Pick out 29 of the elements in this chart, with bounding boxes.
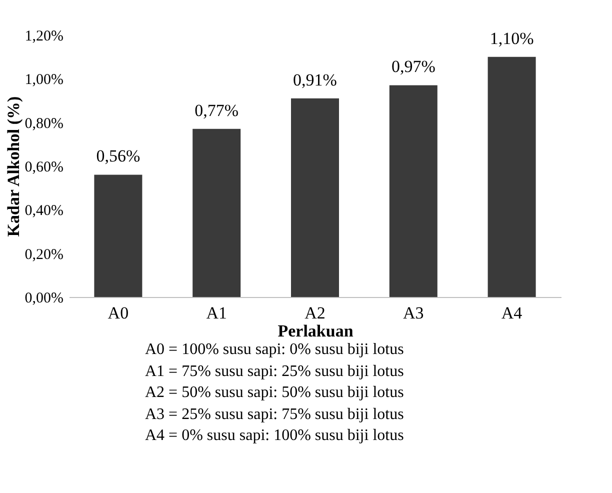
y-axis-title: Kadar Alkohol (%) xyxy=(4,96,23,237)
y-tick-label: 1,00% xyxy=(24,72,64,88)
y-tick-label: 0,60% xyxy=(24,160,64,176)
text: A4 = 0% susu sapi: 100% susu biji lotus xyxy=(145,426,405,446)
x-axis-title: Perlakuan xyxy=(278,322,354,340)
data-label: 1,10% xyxy=(490,28,534,48)
bar xyxy=(192,128,241,297)
y-tick-label: 0,20% xyxy=(24,246,64,263)
text: A1 = 75% susu sapi: 25% susu biji lotus xyxy=(145,362,405,382)
y-tick-label: 0,00% xyxy=(24,290,64,306)
data-label: 0,91% xyxy=(293,70,337,90)
data-label: 0,56% xyxy=(96,146,140,166)
text: A2 = 50% susu sapi: 50% susu biji lotus xyxy=(145,383,405,403)
x-tick-label: A0 xyxy=(108,304,129,322)
x-tick-label: A4 xyxy=(501,304,523,322)
x-tick-label: A2 xyxy=(304,304,326,322)
y-tick-label: 1,20% xyxy=(24,28,64,44)
bar xyxy=(488,56,536,297)
bar xyxy=(389,85,438,297)
x-tick-label: A3 xyxy=(403,304,424,322)
bar xyxy=(291,98,339,297)
y-tick-label: 0,40% xyxy=(24,203,64,220)
data-label: 0,77% xyxy=(194,100,239,120)
bar xyxy=(94,174,142,297)
data-label: 0,97% xyxy=(391,57,436,76)
x-tick-label: A1 xyxy=(206,304,227,322)
text: A0 = 100% susu sapi: 0% susu biji lotus xyxy=(145,340,405,360)
text: A3 = 25% susu sapi: 75% susu biji lotus xyxy=(145,404,405,424)
y-tick-label: 0,80% xyxy=(24,116,64,132)
